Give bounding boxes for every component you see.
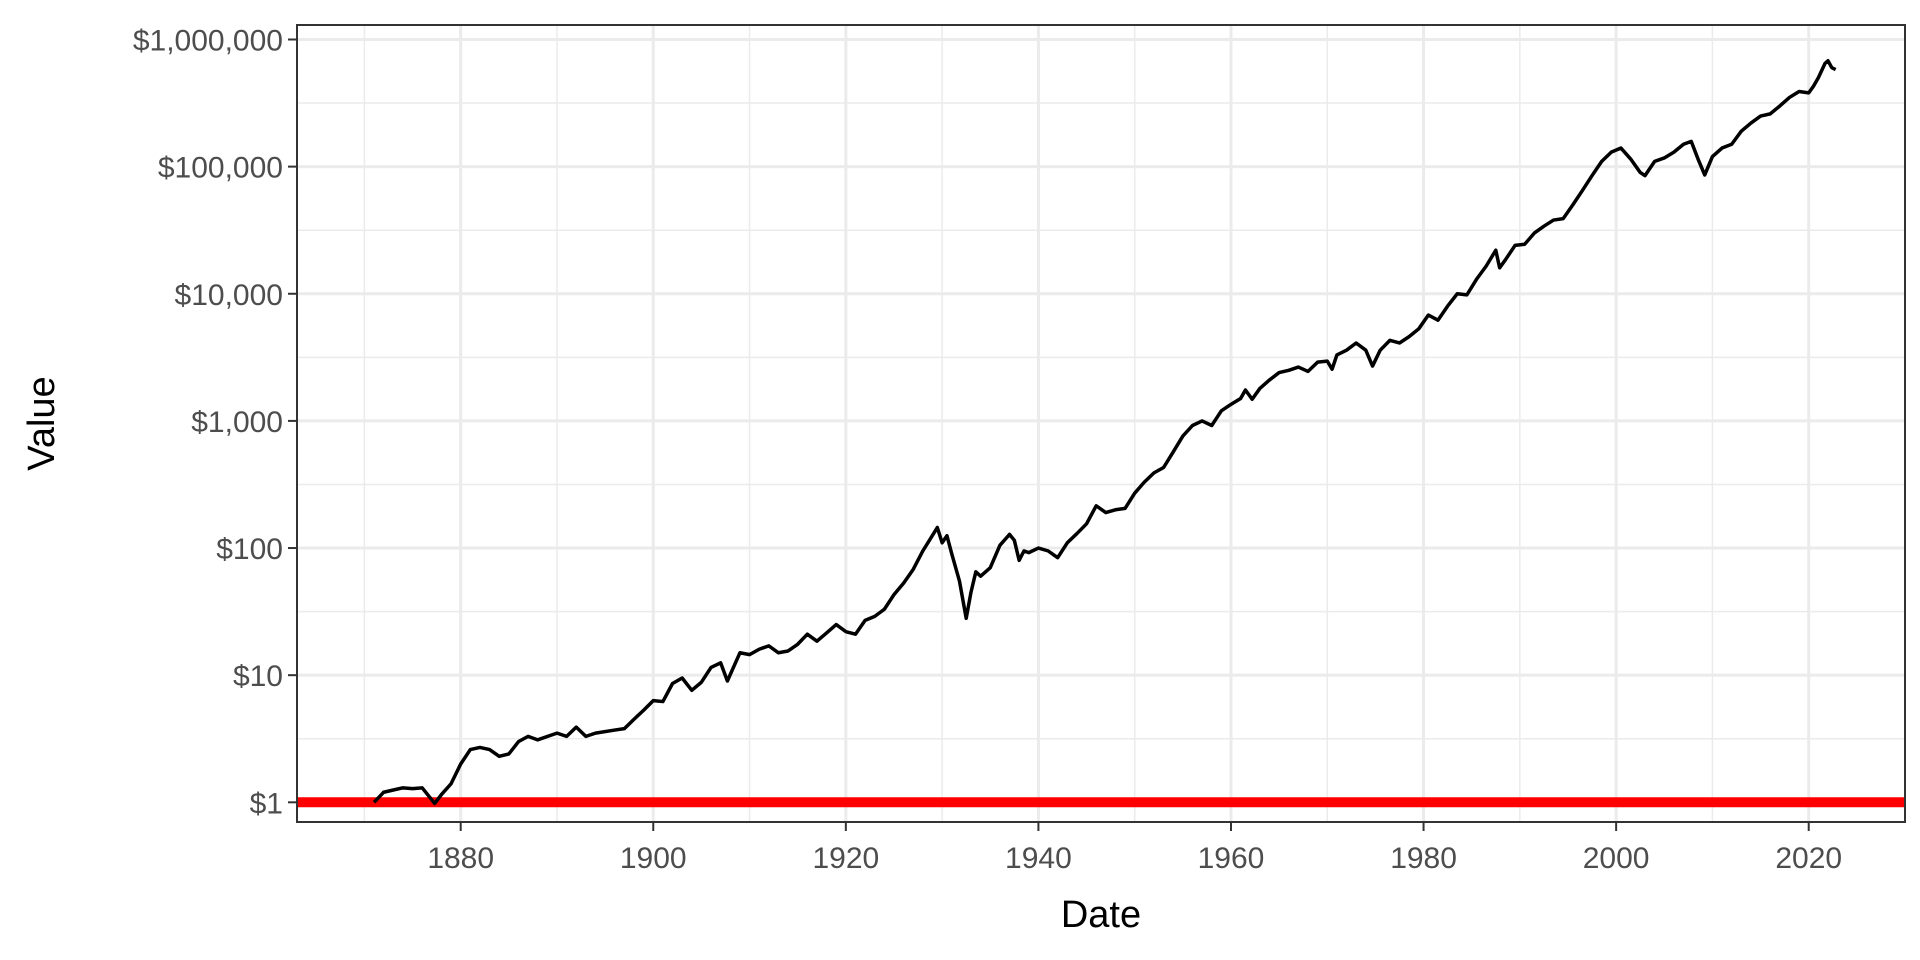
x-tick-label: 1980 [1390,842,1457,875]
y-axis: $1 $10 $100 $1,000 $10,000 $100,000 $1,000,000 [133,24,297,820]
x-tick-label: 1880 [427,842,494,875]
x-tick-label: 2020 [1775,842,1842,875]
x-tick-label: 1960 [1198,842,1265,875]
x-tick-label: 1940 [1005,842,1072,875]
y-tick-label: $10 [233,660,283,693]
y-tick-label: $100 [216,533,283,566]
series-line [372,59,1837,806]
series-layer [372,59,1837,806]
y-axis-title: Value [21,376,63,470]
y-tick-label: $100,000 [158,152,283,185]
y-tick-label: $1 [250,787,283,820]
x-axis: 1880 1900 1920 1940 1960 1980 2000 2020 [427,822,1842,875]
minor-gridlines [297,25,1906,822]
x-tick-label: 1920 [812,842,879,875]
y-tick-label: $1,000,000 [133,24,283,57]
x-tick-label: 2000 [1583,842,1650,875]
y-tick-label: $10,000 [175,279,283,312]
x-tick-label: 1900 [620,842,687,875]
y-tick-label: $1,000 [191,406,283,439]
x-axis-title: Date [1061,894,1141,936]
panel-border [296,24,1906,823]
